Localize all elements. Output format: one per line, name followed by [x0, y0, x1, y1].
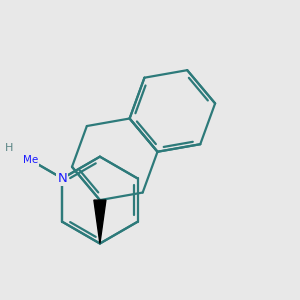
Text: O: O	[26, 154, 37, 167]
Text: N: N	[57, 172, 67, 185]
Text: H: H	[5, 142, 13, 153]
Text: Me: Me	[23, 155, 38, 165]
Polygon shape	[94, 200, 106, 244]
